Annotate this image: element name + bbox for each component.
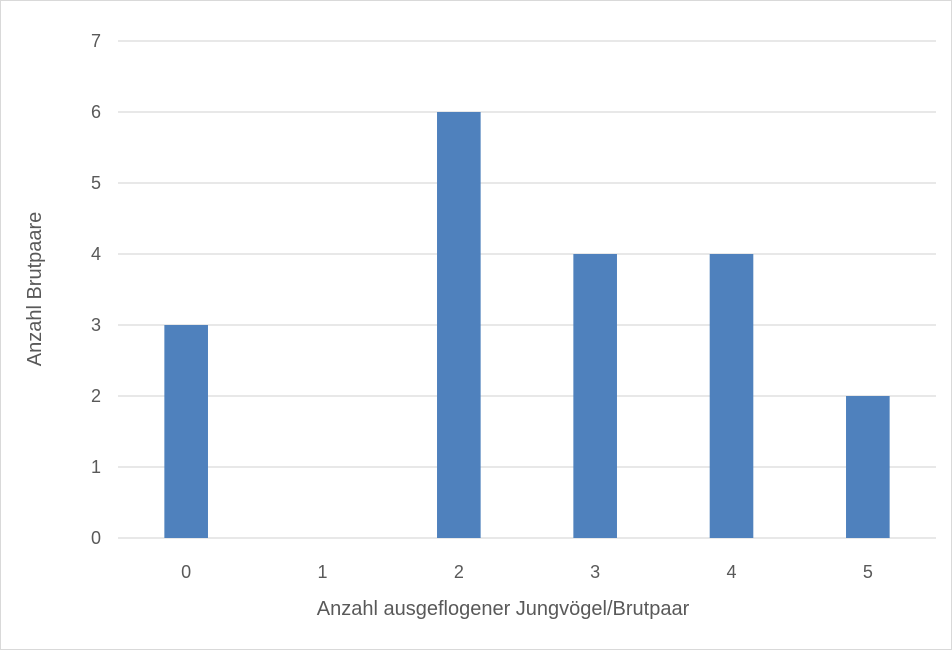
- x-axis-ticks: 0 1 2 3 4 5: [181, 562, 873, 582]
- bar: [709, 254, 754, 538]
- x-tick-label: 2: [454, 562, 464, 582]
- x-axis-title: Anzahl ausgeflogener Jungvögel/Brutpaar: [317, 598, 690, 620]
- bar: [846, 396, 890, 538]
- bar: [437, 112, 481, 538]
- y-tick-label: 5: [91, 173, 101, 193]
- gridlines: [118, 40, 936, 539]
- y-tick-label: 4: [91, 244, 101, 264]
- x-tick-label: 0: [181, 562, 191, 582]
- y-tick-label: 6: [91, 102, 101, 122]
- bar: [573, 254, 617, 538]
- y-axis-ticks: 0 1 2 3 4 5 6 7: [91, 31, 101, 548]
- y-tick-label: 2: [91, 386, 101, 406]
- y-tick-label: 1: [91, 457, 101, 477]
- y-tick-label: 3: [91, 315, 101, 335]
- x-tick-label: 3: [590, 562, 600, 582]
- y-tick-label: 7: [91, 31, 101, 51]
- bar: [164, 325, 208, 538]
- x-tick-label: 4: [726, 562, 736, 582]
- y-tick-label: 0: [91, 528, 101, 548]
- x-tick-label: 5: [863, 562, 873, 582]
- bars: [164, 112, 890, 538]
- x-tick-label: 1: [317, 562, 327, 582]
- y-axis-title: Anzahl Brutpaare: [24, 212, 46, 367]
